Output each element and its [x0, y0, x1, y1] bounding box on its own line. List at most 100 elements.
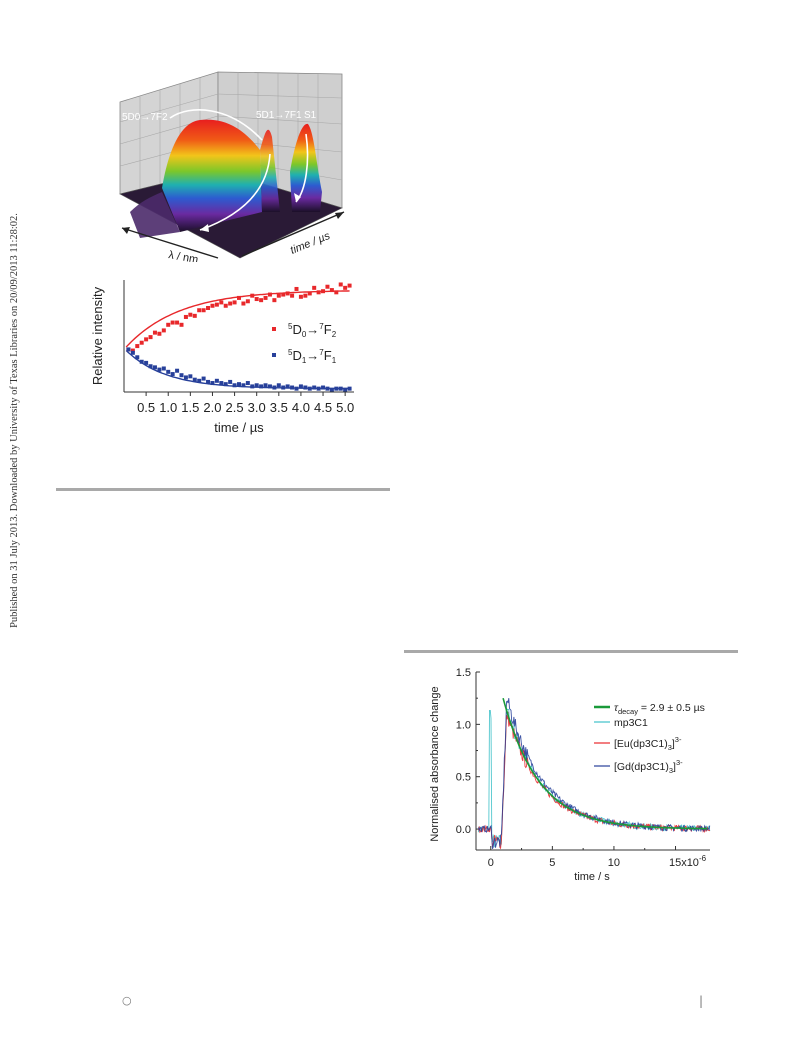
label-transition-b: 5D1→7F1 [256, 110, 302, 121]
xtick-label: 1.0 [159, 400, 177, 415]
figure-3d-spectrum: 5D0→7F2 5D1→7F1 S1 λ / nm time / µs [119, 71, 345, 262]
legend-mp3c1: mp3C1 [614, 717, 648, 729]
data-point-series-0 [303, 293, 308, 298]
data-point-series-0 [347, 283, 352, 288]
data-point-series-1 [126, 347, 131, 352]
data-point-series-0 [183, 314, 188, 319]
data-point-series-0 [290, 293, 295, 298]
side-note: Published on 31 July 2013. Downloaded by… [4, 200, 24, 640]
chart1-legend: 5D0→7F2 5D1→7F1 [272, 322, 337, 365]
ytick-label: 0.5 [456, 772, 471, 784]
wavelength-axis-label: λ / nm [167, 249, 199, 262]
data-point-series-0 [197, 308, 202, 313]
data-point-series-0 [250, 293, 255, 298]
data-point-series-1 [276, 383, 281, 388]
data-point-series-0 [312, 285, 317, 290]
data-point-series-1 [197, 378, 202, 383]
legend-tau-decay: τdecay = 2.9 ± 0.5 µs [614, 702, 705, 716]
xtick-label: 1.5 [181, 400, 199, 415]
data-point-series-1 [152, 365, 157, 370]
decay-fit-curve [502, 697, 708, 830]
time-axis-label: time / µs [289, 230, 333, 257]
data-point-series-0 [214, 302, 219, 307]
data-point-series-1 [130, 350, 135, 355]
data-point-series-0 [316, 290, 321, 295]
xtick-label: 15x10-6 [669, 854, 707, 869]
data-point-series-0 [210, 303, 215, 308]
data-point-series-1 [135, 355, 140, 360]
data-point-series-0 [267, 292, 272, 297]
data-point-series-1 [201, 376, 206, 381]
legend-label-5d0-7f2: 5D0→7F2 [288, 322, 337, 339]
xtick-label: 2.5 [226, 400, 244, 415]
data-point-series-1 [237, 382, 241, 387]
data-point-series-1 [272, 385, 277, 390]
data-point-series-1 [139, 359, 144, 364]
arrow-path-3 [199, 153, 271, 231]
data-point-series-0 [325, 284, 330, 289]
ytick-label: 1.0 [456, 719, 471, 731]
divider-right [404, 650, 738, 653]
data-point-series-0 [175, 320, 180, 325]
data-point-series-0 [298, 294, 303, 299]
data-point-series-0 [170, 320, 175, 325]
data-point-series-1 [148, 364, 153, 369]
data-point-series-1 [175, 368, 180, 373]
data-point-series-0 [254, 297, 259, 302]
data-point-series-0 [245, 299, 250, 304]
chart2-ylabel: Normalised absorbance change [429, 686, 441, 841]
data-point-series-1 [206, 379, 211, 384]
xtick-label: 10 [608, 857, 620, 869]
data-point-series-1 [329, 387, 334, 392]
data-point-series-1 [312, 385, 317, 390]
xtick-label: 5.0 [336, 400, 354, 415]
spectrum-band-main [162, 119, 262, 232]
spectrum-band-peak [290, 123, 322, 212]
data-point-series-1 [285, 384, 290, 389]
data-point-series-0 [321, 289, 326, 294]
xtick-label: 5 [549, 857, 555, 869]
data-point-series-0 [307, 291, 312, 296]
chart2-legend: τdecay = 2.9 ± 0.5 µs mp3C1 [Eu(dp3C1)3]… [594, 702, 705, 775]
data-point-series-0 [343, 285, 348, 290]
chart1-xlabel: time / µs [214, 420, 264, 435]
data-point-series-1 [338, 386, 343, 391]
ytick-label: 1.5 [456, 667, 471, 679]
data-point-series-0 [329, 288, 334, 293]
side-note-text: Published on 31 July 2013. Downloaded by… [8, 212, 20, 628]
data-point-series-0 [188, 312, 193, 317]
xtick-label: 0 [488, 857, 494, 869]
xtick-label: 3.5 [270, 400, 288, 415]
chart-absorbance: 0.0 0.5 1.0 1.5 0 5 10 15x10-6 time / s Normali… [429, 667, 711, 883]
data-point-series-0 [228, 301, 233, 306]
legend-gd-complex: [Gd(dp3C1)3]3- [614, 758, 683, 775]
data-point-series-1 [250, 384, 255, 389]
data-point-series-1 [254, 383, 259, 388]
chart2-marks [478, 697, 711, 850]
data-point-series-0 [263, 295, 268, 300]
arrow-path-1 [169, 109, 263, 141]
data-point-series-1 [316, 386, 321, 391]
footer-left-glyph: ○ [122, 994, 132, 1007]
data-point-series-0 [152, 330, 157, 335]
chart1-xticks: 0.5 1.0 1.5 2.0 2.5 3.0 3.5 4.0 4.5 5.0 [137, 392, 354, 415]
xtick-label: 2.0 [203, 400, 221, 415]
data-point-series-1 [157, 367, 162, 372]
data-point-series-1 [343, 387, 348, 392]
data-point-series-1 [214, 378, 219, 383]
data-point-series-0 [232, 300, 237, 305]
data-point-series-0 [135, 344, 140, 349]
wavelength-axis [121, 227, 219, 259]
chart2-xlabel: time / s [574, 871, 610, 883]
data-point-series-0 [130, 348, 135, 353]
label-transition-a: 5D0→7F2 [122, 112, 168, 123]
chart2-frame: 0.0 0.5 1.0 1.5 0 5 10 15x10-6 [456, 667, 710, 869]
data-point-series-0 [166, 322, 171, 327]
data-point-series-1 [144, 360, 149, 365]
data-point-series-1 [347, 386, 352, 391]
data-point-series-0 [285, 291, 290, 296]
chart1-frame [123, 280, 354, 393]
footer-right-glyph: | [699, 994, 704, 1008]
label-s1: S1 [304, 110, 317, 121]
chart1-marks [125, 282, 352, 392]
